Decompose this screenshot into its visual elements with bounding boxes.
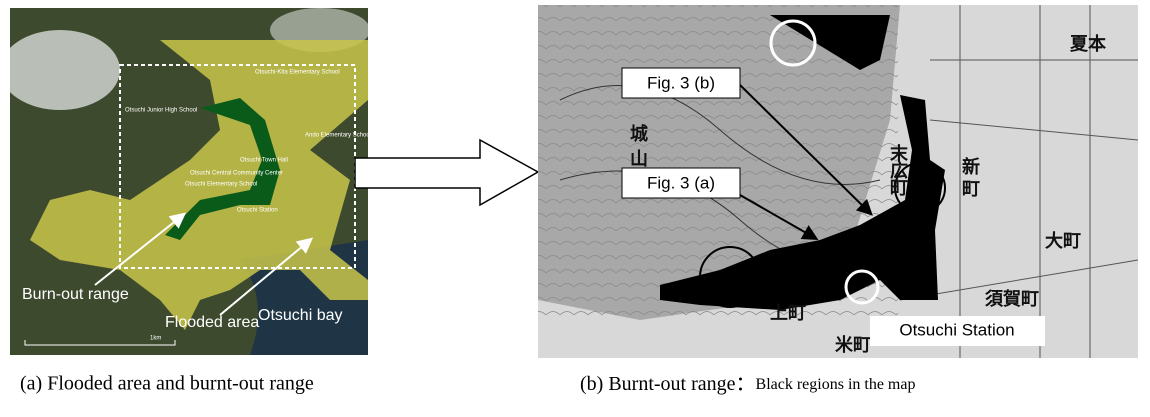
annotation: Flooded area	[165, 314, 259, 331]
map-label: 城	[630, 123, 648, 145]
place-label: Otsuchi Town Hall	[240, 158, 288, 164]
station-label: Otsuchi Station	[899, 320, 1014, 339]
place-label: Otsuchi-Kita Elementary School	[255, 70, 340, 76]
map-label: 大町	[1045, 230, 1081, 252]
place-label: Otsuchi Central Community Center	[190, 171, 283, 177]
annotation: Burn-out range	[22, 286, 129, 303]
map-label: 町	[890, 178, 908, 199]
caption: (a) Flooded area and burnt-out range	[20, 373, 314, 395]
caption: (b) Burnt-out range：Black regions in the…	[580, 373, 915, 395]
map-label: 新	[962, 156, 980, 178]
figure: Otsuchi-Kita Elementary School Otsuchi J…	[0, 0, 1150, 412]
callout-label: Fig. 3 (a)	[647, 173, 715, 192]
map-label: 町	[962, 179, 980, 200]
map-shape	[0, 30, 120, 110]
annotation: Otsuchi bay	[258, 307, 342, 324]
place-label: Otsuchi Junior High School	[125, 108, 197, 114]
place-label: Ando Elementary Schoo	[305, 133, 370, 139]
place-label: Otsuchi Station	[237, 208, 278, 214]
map-label: 米町	[835, 334, 871, 356]
place-label: Otsuchi Elementary School	[185, 182, 257, 188]
caption-main: (b) Burnt-out range：	[580, 373, 756, 395]
map-label: 夏本	[1070, 33, 1106, 55]
caption-note: Black regions in the map	[756, 376, 916, 393]
map-label: 山	[630, 149, 648, 170]
map-label: 須賀町	[985, 289, 1039, 310]
map-label: 上町	[770, 303, 806, 324]
transition-arrow	[355, 140, 538, 205]
scale-label: 1km	[150, 336, 161, 342]
callout-label: Fig. 3 (b)	[647, 73, 715, 92]
